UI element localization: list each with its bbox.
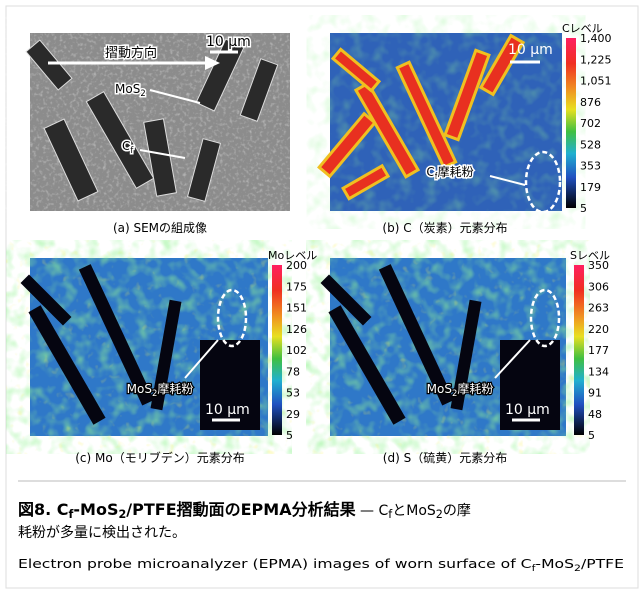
colorbar-tick-label: 134 <box>588 365 609 378</box>
t: — C <box>356 503 389 519</box>
colorbar <box>566 38 576 208</box>
colorbar <box>272 265 282 435</box>
scale-bar-label: 10 μm <box>206 34 251 50</box>
colorbar-tick-label: 151 <box>286 302 307 315</box>
panel-caption: (d) S（硫黄）元素分布 <box>383 450 507 465</box>
colorbar-tick-label: 5 <box>580 202 587 215</box>
figure-caption-line2: 耗粉が多量に検出された。 <box>18 524 186 541</box>
colorbar-tick-label: 702 <box>580 117 601 130</box>
t: C <box>426 165 434 179</box>
t: 2 <box>574 563 581 573</box>
sem-image <box>26 33 290 211</box>
colorbar-tick-label: 53 <box>286 387 300 400</box>
colorbar-tick-label: 263 <box>588 302 609 315</box>
colorbar-tick-label: 29 <box>286 408 300 421</box>
colorbar-tick-label: 78 <box>286 365 300 378</box>
t: MoS <box>127 382 152 396</box>
t: 図8. C <box>18 500 69 519</box>
t: MoS <box>427 382 452 396</box>
colorbar-tick-label: 353 <box>580 160 601 173</box>
scale-bar-label: 10 μm <box>205 402 250 418</box>
t: 2 <box>436 508 443 521</box>
figure-caption: 図8. Cf-MoS2/PTFE摺動面のEPMA分析結果 — CfとMoS2の摩 <box>18 500 471 521</box>
t: 2 <box>140 88 145 98</box>
colorbar-tick-label: 876 <box>580 96 601 109</box>
figure: 摺動方向 10 μm MoS2 Cf (a) SEMの組成像 10 μm Cf摩… <box>0 0 644 594</box>
t: 摩耗粉 <box>457 381 493 396</box>
colorbar-tick-label: 91 <box>588 387 602 400</box>
panel-caption: (c) Mo（モリブデン）元素分布 <box>75 450 244 465</box>
colorbar-tick-label: 350 <box>588 259 609 272</box>
colorbar-tick-label: 5 <box>588 429 595 442</box>
direction-label: 摺動方向 <box>105 45 157 61</box>
colorbar-tick-label: 5 <box>286 429 293 442</box>
colorbar-tick-label: 179 <box>580 181 601 194</box>
t: C <box>122 139 130 153</box>
t: 摩耗粉 <box>438 164 474 179</box>
scale-bar-label: 10 μm <box>505 402 550 418</box>
t: -MoS <box>535 557 574 571</box>
t: Electron probe microanalyzer (EPMA) imag… <box>18 557 532 571</box>
t: MoS <box>115 82 140 96</box>
t: とMoS <box>392 503 436 519</box>
t: /PTFE摺動面のEPMA分析結果 <box>126 500 355 519</box>
colorbar-tick-label: 220 <box>588 323 609 336</box>
t: の摩 <box>443 502 471 519</box>
colorbar-tick-label: 200 <box>286 259 307 272</box>
colorbar-tick-label: 102 <box>286 344 307 357</box>
colorbar-tick-label: 126 <box>286 323 307 336</box>
panel-caption: (a) SEMの組成像 <box>113 221 207 235</box>
colorbar-tick-label: 1,400 <box>580 32 612 45</box>
debris-label: MoS2摩耗粉 <box>427 381 494 398</box>
colorbar-tick-label: 306 <box>588 280 609 293</box>
t: 2 <box>118 508 126 521</box>
colorbar-tick-label: 177 <box>588 344 609 357</box>
t: -MoS <box>73 500 118 519</box>
colorbar-tick-label: 528 <box>580 138 601 151</box>
panel-caption: (b) C（炭素）元素分布 <box>382 221 507 235</box>
c-map <box>319 33 562 212</box>
debris-label: MoS2摩耗粉 <box>127 381 194 398</box>
colorbar <box>574 265 584 435</box>
colorbar-tick-label: 1,225 <box>580 53 612 66</box>
t: 摩耗粉 <box>157 381 193 396</box>
colorbar-tick-label: 1,051 <box>580 75 612 88</box>
scale-bar-label: 10 μm <box>508 42 553 58</box>
colorbar-tick-label: 48 <box>588 408 602 421</box>
t: /PTFE <box>581 557 624 571</box>
colorbar-tick-label: 175 <box>286 280 307 293</box>
debris-label: Cf摩耗粉 <box>426 164 473 181</box>
